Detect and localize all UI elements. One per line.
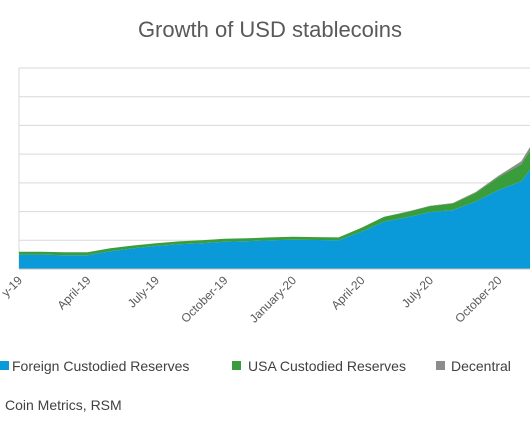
x-tick-labels: y-19 April-19 July-19 October-19 January-20 A…	[0, 273, 505, 326]
x-tick-label: July-19	[125, 273, 162, 310]
gridlines	[18, 67, 530, 269]
x-tick-label: October-20	[452, 273, 505, 326]
chart-title: Growth of USD stablecoins	[138, 17, 402, 42]
x-tick-label: April-19	[54, 273, 93, 312]
stacked-areas	[19, 135, 530, 269]
x-tick-label: April-20	[328, 273, 367, 312]
x-tick-label: July-20	[399, 273, 436, 310]
x-tick-label: January-20	[247, 273, 300, 326]
legend-label: Decentral	[451, 358, 511, 374]
legend-swatch	[0, 361, 9, 370]
legend-label: Foreign Custodied Reserves	[12, 358, 189, 374]
source-note: Coin Metrics, RSM	[5, 397, 122, 413]
legend: Foreign Custodied Reserves USA Custodied …	[0, 358, 511, 374]
area-series-1	[19, 159, 530, 269]
legend-label: USA Custodied Reserves	[248, 358, 406, 374]
x-tick-label: y-19	[0, 273, 25, 300]
x-tick-label: October-19	[178, 273, 231, 326]
legend-swatch	[232, 361, 241, 370]
legend-swatch	[436, 361, 445, 370]
